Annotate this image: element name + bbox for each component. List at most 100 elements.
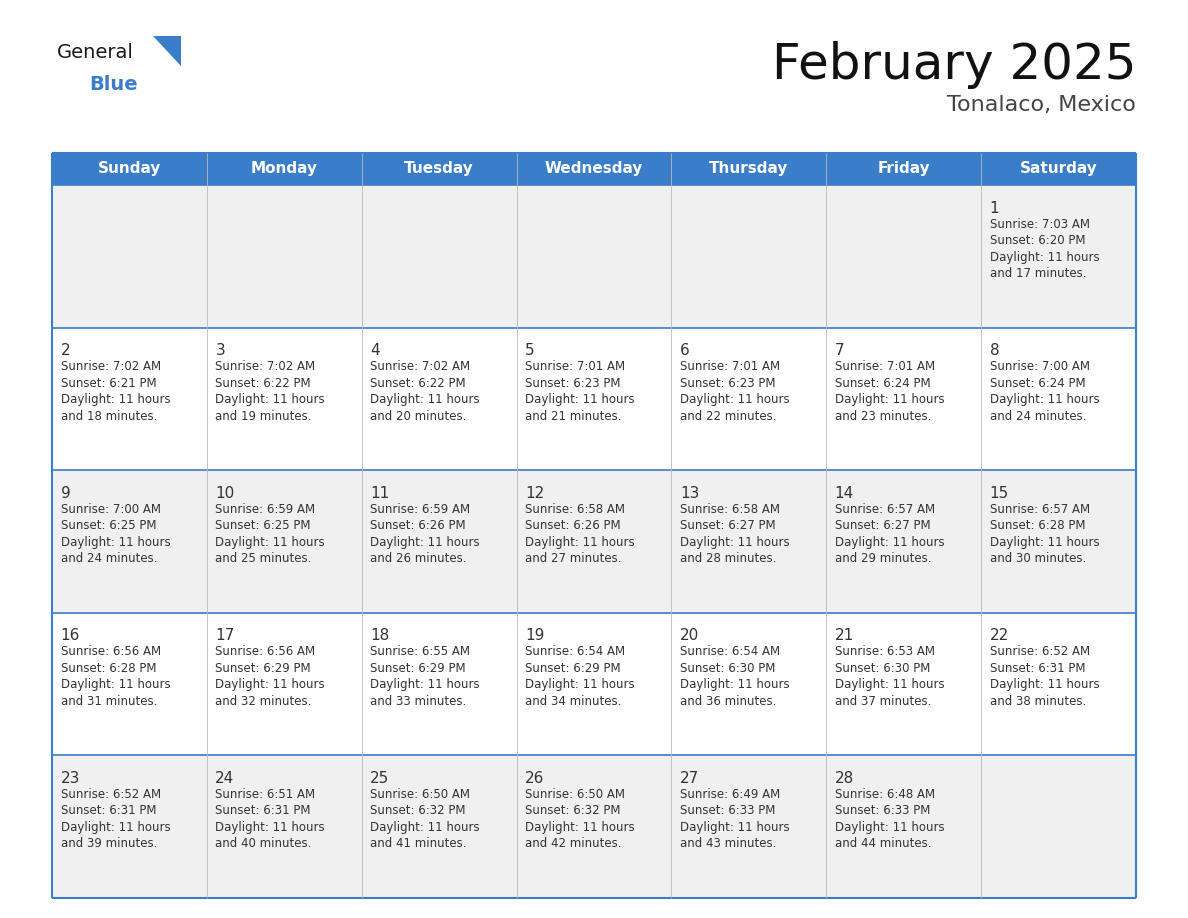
Text: and 30 minutes.: and 30 minutes. bbox=[990, 553, 1086, 565]
Text: Sunset: 6:23 PM: Sunset: 6:23 PM bbox=[525, 376, 620, 389]
Text: 28: 28 bbox=[835, 771, 854, 786]
Text: Sunset: 6:24 PM: Sunset: 6:24 PM bbox=[835, 376, 930, 389]
Text: 7: 7 bbox=[835, 343, 845, 358]
Text: Sunrise: 7:01 AM: Sunrise: 7:01 AM bbox=[525, 360, 625, 373]
Text: 13: 13 bbox=[680, 486, 700, 500]
Text: Daylight: 11 hours: Daylight: 11 hours bbox=[680, 678, 790, 691]
Text: Daylight: 11 hours: Daylight: 11 hours bbox=[525, 393, 634, 406]
Text: General: General bbox=[57, 42, 134, 62]
Text: and 40 minutes.: and 40 minutes. bbox=[215, 837, 311, 850]
Text: Daylight: 11 hours: Daylight: 11 hours bbox=[371, 678, 480, 691]
Text: Sunset: 6:32 PM: Sunset: 6:32 PM bbox=[525, 804, 620, 817]
Text: 23: 23 bbox=[61, 771, 80, 786]
Text: and 18 minutes.: and 18 minutes. bbox=[61, 409, 157, 422]
Text: February 2025: February 2025 bbox=[771, 41, 1136, 89]
Text: and 24 minutes.: and 24 minutes. bbox=[61, 553, 157, 565]
Text: Sunset: 6:33 PM: Sunset: 6:33 PM bbox=[680, 804, 776, 817]
Text: Sunset: 6:20 PM: Sunset: 6:20 PM bbox=[990, 234, 1085, 247]
Text: and 19 minutes.: and 19 minutes. bbox=[215, 409, 312, 422]
Text: Sunrise: 6:48 AM: Sunrise: 6:48 AM bbox=[835, 788, 935, 801]
Text: Sunset: 6:21 PM: Sunset: 6:21 PM bbox=[61, 376, 156, 389]
Text: Sunset: 6:29 PM: Sunset: 6:29 PM bbox=[215, 662, 311, 675]
Text: and 36 minutes.: and 36 minutes. bbox=[680, 695, 776, 708]
Text: Sunrise: 7:03 AM: Sunrise: 7:03 AM bbox=[990, 218, 1089, 230]
Text: 5: 5 bbox=[525, 343, 535, 358]
Text: 1: 1 bbox=[990, 200, 999, 216]
Text: Daylight: 11 hours: Daylight: 11 hours bbox=[371, 821, 480, 834]
Text: 24: 24 bbox=[215, 771, 234, 786]
Text: 18: 18 bbox=[371, 628, 390, 644]
Text: 26: 26 bbox=[525, 771, 544, 786]
Text: Daylight: 11 hours: Daylight: 11 hours bbox=[371, 536, 480, 549]
Text: and 41 minutes.: and 41 minutes. bbox=[371, 837, 467, 850]
Text: and 39 minutes.: and 39 minutes. bbox=[61, 837, 157, 850]
Text: and 43 minutes.: and 43 minutes. bbox=[680, 837, 776, 850]
Text: Thursday: Thursday bbox=[709, 162, 789, 176]
Text: Sunset: 6:22 PM: Sunset: 6:22 PM bbox=[371, 376, 466, 389]
Text: Sunrise: 6:51 AM: Sunrise: 6:51 AM bbox=[215, 788, 316, 801]
Text: Saturday: Saturday bbox=[1019, 162, 1098, 176]
Text: Sunrise: 6:50 AM: Sunrise: 6:50 AM bbox=[371, 788, 470, 801]
Text: Sunset: 6:29 PM: Sunset: 6:29 PM bbox=[371, 662, 466, 675]
Text: Sunrise: 7:02 AM: Sunrise: 7:02 AM bbox=[371, 360, 470, 373]
Text: 15: 15 bbox=[990, 486, 1009, 500]
Text: 4: 4 bbox=[371, 343, 380, 358]
Text: and 24 minutes.: and 24 minutes. bbox=[990, 409, 1086, 422]
Text: Sunrise: 6:57 AM: Sunrise: 6:57 AM bbox=[990, 503, 1089, 516]
Text: Sunset: 6:33 PM: Sunset: 6:33 PM bbox=[835, 804, 930, 817]
Text: Friday: Friday bbox=[878, 162, 930, 176]
Text: 25: 25 bbox=[371, 771, 390, 786]
Text: Sunrise: 6:54 AM: Sunrise: 6:54 AM bbox=[680, 645, 781, 658]
Text: and 26 minutes.: and 26 minutes. bbox=[371, 553, 467, 565]
Text: 21: 21 bbox=[835, 628, 854, 644]
Text: Sunrise: 6:54 AM: Sunrise: 6:54 AM bbox=[525, 645, 625, 658]
Text: 10: 10 bbox=[215, 486, 234, 500]
Text: 27: 27 bbox=[680, 771, 700, 786]
Text: Sunset: 6:29 PM: Sunset: 6:29 PM bbox=[525, 662, 620, 675]
Text: Daylight: 11 hours: Daylight: 11 hours bbox=[680, 536, 790, 549]
Text: and 44 minutes.: and 44 minutes. bbox=[835, 837, 931, 850]
Text: 20: 20 bbox=[680, 628, 700, 644]
Text: Sunrise: 6:52 AM: Sunrise: 6:52 AM bbox=[61, 788, 160, 801]
Text: Daylight: 11 hours: Daylight: 11 hours bbox=[525, 678, 634, 691]
Text: Sunrise: 7:02 AM: Sunrise: 7:02 AM bbox=[61, 360, 160, 373]
Bar bbox=[52, 613, 1136, 756]
Text: and 28 minutes.: and 28 minutes. bbox=[680, 553, 776, 565]
Text: and 23 minutes.: and 23 minutes. bbox=[835, 409, 931, 422]
Text: Daylight: 11 hours: Daylight: 11 hours bbox=[61, 678, 170, 691]
Text: Sunset: 6:31 PM: Sunset: 6:31 PM bbox=[215, 804, 311, 817]
Text: and 32 minutes.: and 32 minutes. bbox=[215, 695, 311, 708]
Text: and 20 minutes.: and 20 minutes. bbox=[371, 409, 467, 422]
Text: and 33 minutes.: and 33 minutes. bbox=[371, 695, 467, 708]
Text: Monday: Monday bbox=[251, 162, 317, 176]
Text: 22: 22 bbox=[990, 628, 1009, 644]
Text: and 34 minutes.: and 34 minutes. bbox=[525, 695, 621, 708]
Text: Daylight: 11 hours: Daylight: 11 hours bbox=[215, 678, 326, 691]
Text: and 37 minutes.: and 37 minutes. bbox=[835, 695, 931, 708]
Text: Daylight: 11 hours: Daylight: 11 hours bbox=[990, 678, 1099, 691]
Text: Daylight: 11 hours: Daylight: 11 hours bbox=[215, 821, 326, 834]
Text: Daylight: 11 hours: Daylight: 11 hours bbox=[990, 536, 1099, 549]
Text: Daylight: 11 hours: Daylight: 11 hours bbox=[215, 393, 326, 406]
Text: Sunset: 6:31 PM: Sunset: 6:31 PM bbox=[61, 804, 156, 817]
Text: Sunset: 6:27 PM: Sunset: 6:27 PM bbox=[835, 520, 930, 532]
Text: Sunset: 6:26 PM: Sunset: 6:26 PM bbox=[371, 520, 466, 532]
Text: Sunset: 6:25 PM: Sunset: 6:25 PM bbox=[215, 520, 311, 532]
Text: Sunrise: 6:55 AM: Sunrise: 6:55 AM bbox=[371, 645, 470, 658]
Text: Daylight: 11 hours: Daylight: 11 hours bbox=[835, 393, 944, 406]
Text: Wednesday: Wednesday bbox=[545, 162, 643, 176]
Text: Daylight: 11 hours: Daylight: 11 hours bbox=[680, 393, 790, 406]
Text: Daylight: 11 hours: Daylight: 11 hours bbox=[990, 251, 1099, 263]
Text: Daylight: 11 hours: Daylight: 11 hours bbox=[61, 821, 170, 834]
Text: and 31 minutes.: and 31 minutes. bbox=[61, 695, 157, 708]
Text: Sunrise: 7:01 AM: Sunrise: 7:01 AM bbox=[835, 360, 935, 373]
Text: and 42 minutes.: and 42 minutes. bbox=[525, 837, 621, 850]
Text: and 25 minutes.: and 25 minutes. bbox=[215, 553, 311, 565]
Text: Sunset: 6:27 PM: Sunset: 6:27 PM bbox=[680, 520, 776, 532]
Text: 12: 12 bbox=[525, 486, 544, 500]
Text: Sunrise: 7:00 AM: Sunrise: 7:00 AM bbox=[61, 503, 160, 516]
Text: Sunrise: 6:53 AM: Sunrise: 6:53 AM bbox=[835, 645, 935, 658]
Text: Sunrise: 6:59 AM: Sunrise: 6:59 AM bbox=[215, 503, 316, 516]
Text: and 38 minutes.: and 38 minutes. bbox=[990, 695, 1086, 708]
Text: Daylight: 11 hours: Daylight: 11 hours bbox=[990, 393, 1099, 406]
